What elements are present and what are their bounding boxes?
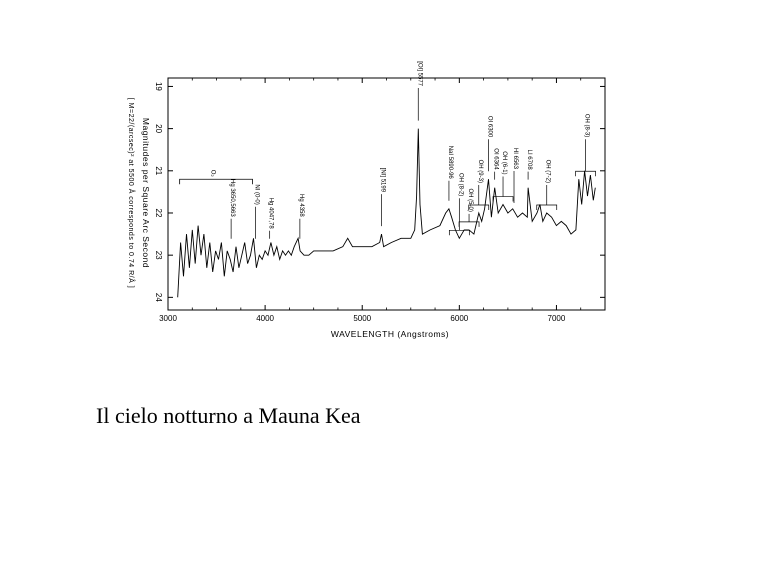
annotation-label: OH (8-2) (457, 173, 463, 196)
oh-band-bracket (468, 204, 490, 210)
x-axis-label: WAVELENGTH (Angstroms) (331, 329, 449, 339)
annotation-label: Hg 4047,78 (268, 198, 274, 230)
annotation-label: OH (7-2) (545, 160, 551, 183)
y-tick-label: 21 (154, 166, 163, 175)
annotation-label: [NI] 5199 (380, 168, 386, 193)
y-axis-note: [ M=22/(arcsec)² at 5500 Å corresponds t… (127, 98, 136, 288)
annotation-label: NI (0-0) (253, 184, 259, 204)
y-tick-label: 24 (154, 293, 163, 302)
annotation-label: OH (9-3) (477, 160, 483, 183)
x-tick-label: 3000 (159, 314, 177, 323)
y-axis-label: Magnitudes per Square Arc Second (141, 118, 151, 268)
annotation-label: Hg 3650,5663 (229, 179, 235, 217)
annotation-label: HI 6563 (512, 148, 518, 170)
x-tick-label: 5000 (353, 314, 371, 323)
x-tick-label: 7000 (548, 314, 566, 323)
annotation-label: Hg 4358 (298, 194, 304, 217)
oh-band-bracket (575, 170, 596, 177)
o2-band-bracket (179, 178, 253, 185)
y-tick-label: 22 (154, 209, 163, 218)
annotation-label: OH (6-1) (501, 151, 507, 174)
annotation-label: O₂ (210, 170, 216, 178)
slide-caption: Il cielo notturno a Mauna Kea (96, 403, 361, 428)
x-tick-label: 4000 (256, 314, 274, 323)
annotation-label: [OI] 5577 (416, 61, 422, 86)
oh-band-bracket (458, 221, 480, 227)
annotation-label: NaI 5890-96 (447, 146, 453, 180)
annotation-label: OH (5-0) (467, 189, 473, 212)
night-sky-spectrum-chart: 3000 4000 5000 6000 7000 19 20 21 22 23 24 O₂ Hg 36… (127, 61, 606, 339)
spectrum-line (177, 128, 596, 298)
annotation-label: LI 6708 (526, 150, 532, 171)
y-tick-label: 19 (154, 82, 163, 91)
annotation-label: OI 6364 (493, 148, 499, 170)
y-tick-label: 23 (154, 251, 163, 260)
y-tick-label: 20 (154, 124, 163, 133)
oh-band-bracket (536, 204, 558, 210)
annotation-label: OI 6300 (486, 116, 492, 138)
x-tick-label: 6000 (450, 314, 468, 323)
oh-band-bracket (448, 229, 470, 236)
annotation-label: OH (8-3) (584, 114, 590, 137)
